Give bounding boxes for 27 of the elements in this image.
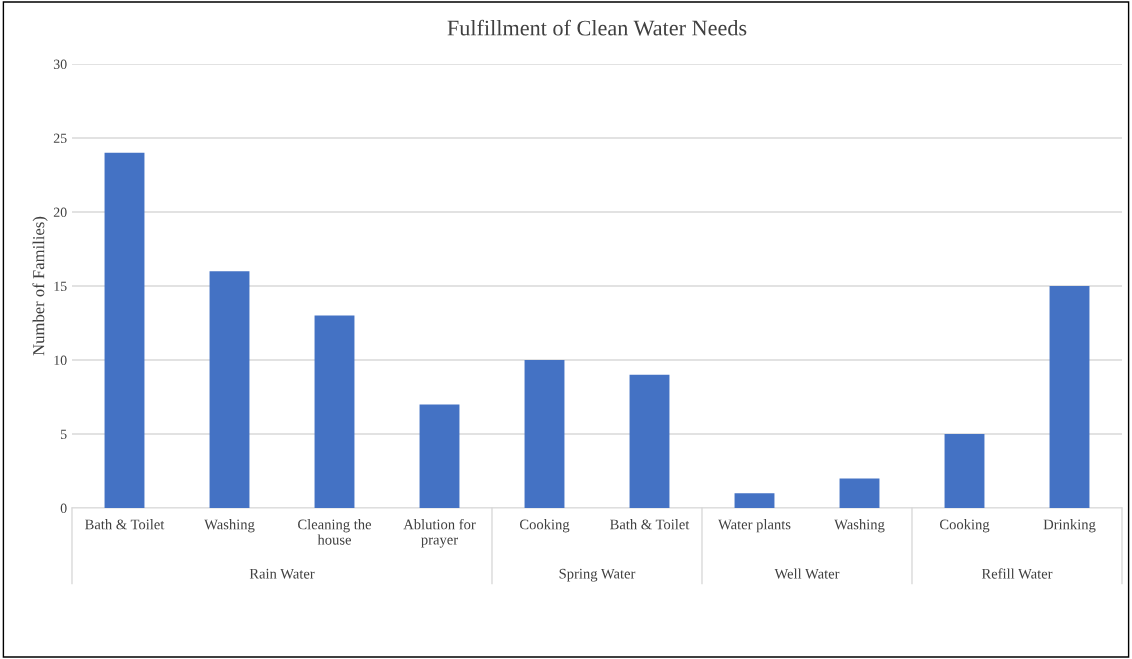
x-axis-title: Rain Water [249, 568, 315, 579]
x-tick-label: Ablution for prayer [403, 518, 476, 548]
x-axis-title: Spring Water [559, 568, 636, 582]
y-tick-label: 30 [53, 59, 67, 69]
x-tick-label: Cooking [519, 519, 570, 533]
x-tick-label: Drinking [1043, 519, 1096, 533]
y-tick-label: 25 [53, 133, 67, 143]
x-tick-label: Washing [204, 519, 255, 533]
x-tick-label: Washing [834, 519, 885, 533]
bar [209, 271, 250, 508]
chart-title: Fulfillment of Clean Water Needs [447, 19, 747, 36]
y-axis-title: Number of Families) [32, 216, 48, 356]
x-axis-title: Well Water [774, 568, 840, 579]
y-tick-label: 5 [61, 429, 67, 439]
y-tick-label: 15 [54, 281, 67, 291]
x-tick-label: Water plants [718, 519, 791, 533]
x-tick-label: Cooking [939, 519, 990, 533]
x-tick-label: Cleaning the house [298, 519, 372, 545]
x-tick-label: Bath & Toilet [610, 519, 690, 530]
x-tick-label: Bath & Toilet [85, 519, 165, 530]
y-tick-label: 20 [53, 207, 67, 217]
bar [104, 152, 145, 508]
x-axis-title: Refill Water [981, 568, 1053, 579]
bar [314, 315, 355, 508]
y-tick-label: 0 [60, 503, 67, 513]
y-tick-label: 10 [54, 355, 67, 365]
bar [419, 404, 460, 508]
